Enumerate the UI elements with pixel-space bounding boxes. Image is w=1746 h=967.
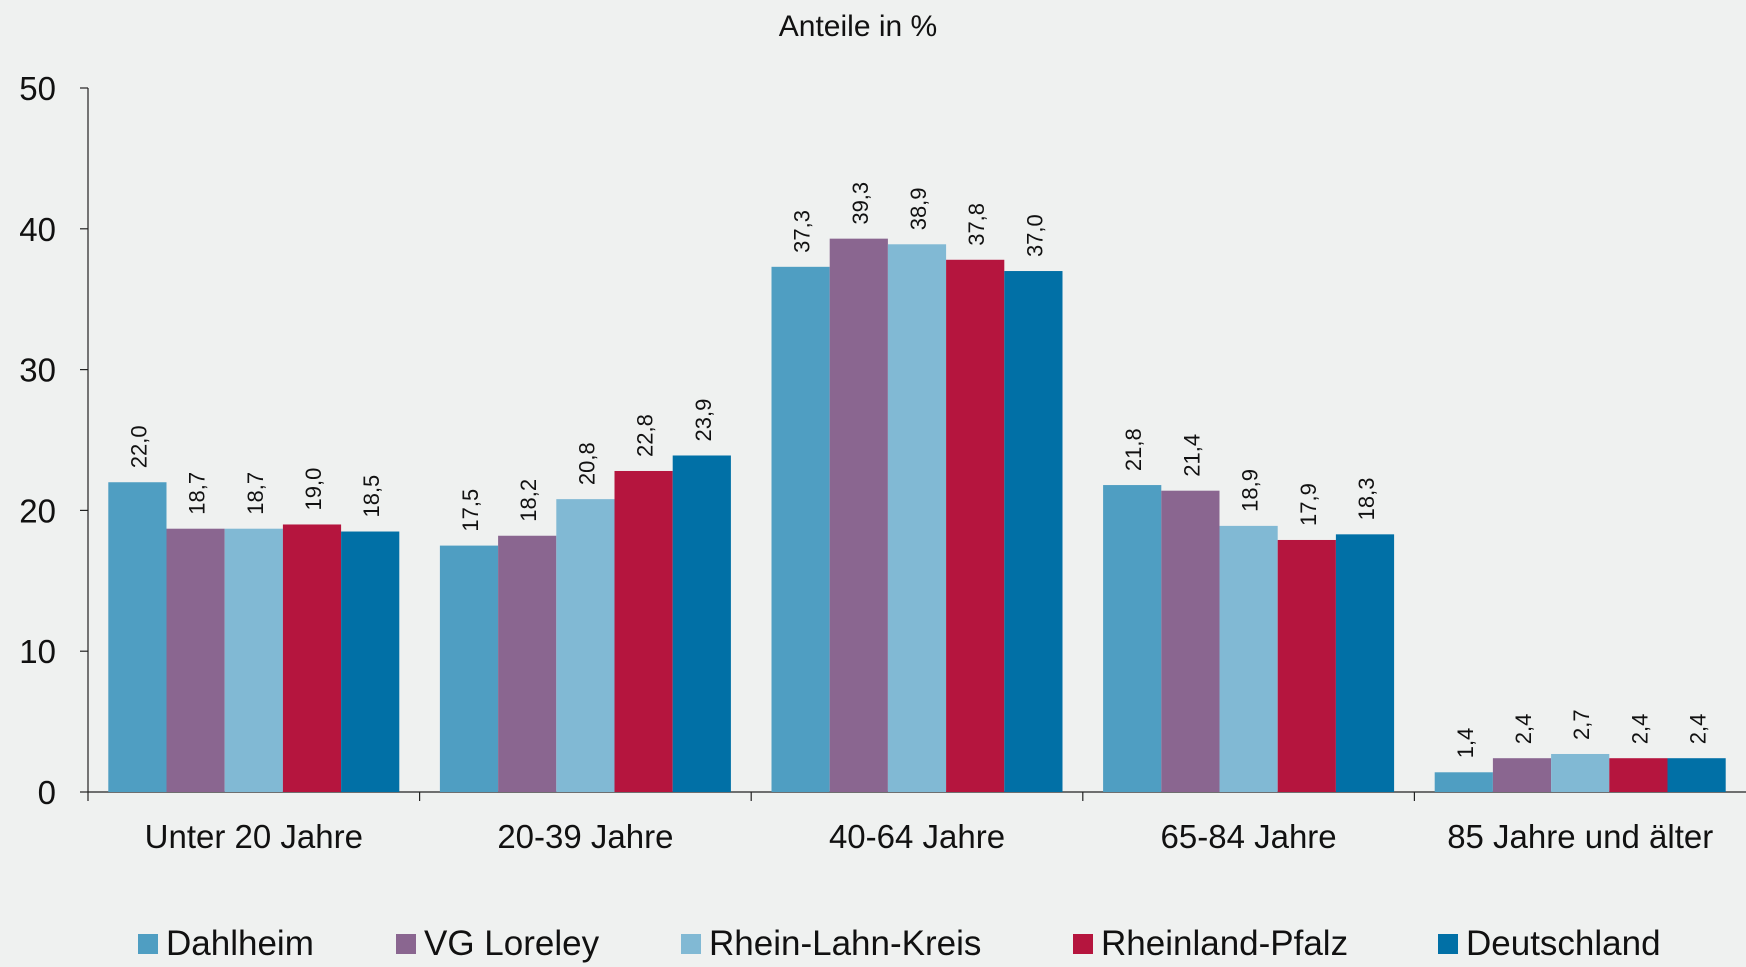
legend-label: Rhein-Lahn-Kreis — [709, 924, 982, 963]
data-label: 1,4 — [1453, 728, 1478, 759]
data-label: 2,4 — [1627, 714, 1652, 745]
data-label: 18,5 — [359, 475, 384, 518]
bar — [1219, 525, 1278, 792]
bar — [439, 545, 499, 792]
data-label: 18,3 — [1354, 478, 1379, 521]
data-label: 21,4 — [1179, 434, 1204, 477]
legend-swatch — [138, 934, 158, 954]
bar — [614, 470, 673, 792]
x-tick-label: 65-84 Jahre — [1161, 818, 1337, 855]
bar — [1103, 485, 1162, 792]
bar — [672, 455, 731, 792]
bar — [224, 528, 283, 792]
data-label: 19,0 — [301, 468, 326, 511]
legend-item: VG Loreley — [396, 922, 599, 966]
legend: Dahlheim VG Loreley Rhein-Lahn-Kreis Rheinl… — [0, 922, 1746, 966]
y-tick-label: 30 — [19, 352, 56, 389]
y-tick-label: 50 — [19, 70, 56, 107]
data-label: 37,0 — [1022, 214, 1047, 257]
bar — [1609, 758, 1668, 792]
y-tick-label: 10 — [19, 633, 56, 670]
bar — [1004, 271, 1063, 792]
y-tick-label: 0 — [38, 774, 56, 811]
legend-item: Rhein-Lahn-Kreis — [681, 922, 981, 966]
data-label: 18,2 — [516, 479, 541, 522]
bar — [1161, 490, 1220, 792]
data-label: 2,4 — [1686, 714, 1711, 745]
data-label: 18,9 — [1238, 469, 1263, 512]
data-label: 21,8 — [1121, 428, 1146, 471]
data-label: 2,7 — [1569, 709, 1594, 740]
bar — [829, 238, 888, 792]
data-label: 23,9 — [691, 399, 716, 442]
bar — [1277, 539, 1336, 792]
x-tick-label: Unter 20 Jahre — [145, 818, 363, 855]
x-tick-label: 40-64 Jahre — [829, 818, 1005, 855]
bar — [1667, 758, 1726, 792]
chart-title: Anteile in % — [779, 10, 937, 43]
data-label: 18,7 — [243, 472, 268, 515]
bar — [282, 524, 342, 792]
bar — [1551, 753, 1610, 792]
bar — [946, 259, 1005, 792]
bar — [341, 531, 400, 792]
bar — [1335, 534, 1395, 792]
data-label: 38,9 — [906, 187, 931, 230]
legend-label: VG Loreley — [424, 924, 600, 963]
y-tick-label: 20 — [19, 492, 56, 529]
data-label: 22,0 — [126, 425, 151, 468]
legend-swatch — [1438, 934, 1458, 954]
y-tick-label: 40 — [19, 211, 56, 248]
legend-swatch — [1073, 934, 1093, 954]
data-label: 18,7 — [185, 472, 210, 515]
bar — [498, 535, 557, 792]
data-label: 17,9 — [1296, 483, 1321, 526]
data-label: 2,4 — [1511, 714, 1536, 745]
bar — [108, 482, 167, 792]
x-tick-label: 20-39 Jahre — [497, 818, 673, 855]
bar — [887, 244, 947, 793]
legend-label: Dahlheim — [166, 924, 314, 963]
data-label: 39,3 — [848, 182, 873, 225]
legend-swatch — [681, 934, 701, 954]
bar — [556, 499, 615, 792]
legend-item: Deutschland — [1438, 922, 1661, 966]
data-label: 22,8 — [633, 414, 658, 457]
legend-item: Dahlheim — [138, 922, 314, 966]
bar — [1434, 772, 1493, 792]
data-label: 37,8 — [964, 203, 989, 246]
legend-item: Rheinland-Pfalz — [1073, 922, 1348, 966]
x-tick-label: 85 Jahre und älter — [1447, 818, 1713, 855]
data-label: 20,8 — [574, 442, 599, 485]
data-label: 37,3 — [790, 210, 815, 253]
legend-swatch — [396, 934, 416, 954]
legend-label: Deutschland — [1466, 924, 1661, 963]
data-label: 17,5 — [458, 489, 483, 532]
legend-label: Rheinland-Pfalz — [1101, 924, 1349, 963]
bar — [771, 266, 830, 792]
bar — [1492, 758, 1552, 792]
bar — [166, 528, 225, 792]
